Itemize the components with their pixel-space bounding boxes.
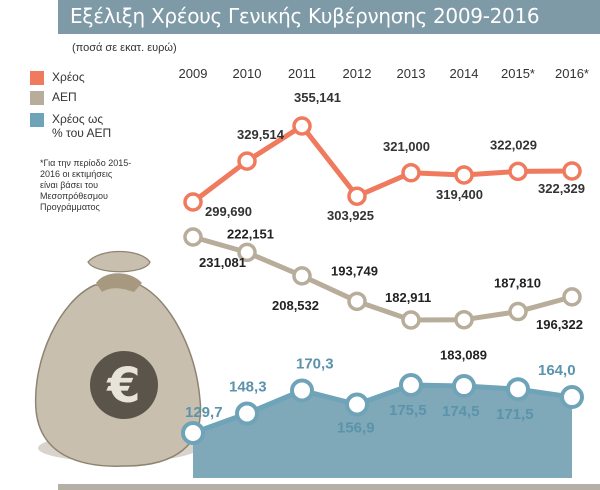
point-gdp [508,301,528,322]
data-label-debt: 303,925 [327,208,374,223]
x-tick-label: 2010 [233,66,262,81]
data-label-gdp: 182,911 [385,290,431,305]
data-label-debt: 321,000 [383,139,430,154]
x-tick-label: 2009 [179,66,208,81]
point-ratio [345,392,369,417]
chart-title: Εξέλιξη Χρέους Γενικής Κυβέρνησης 2009-2… [70,4,540,28]
estimate-footnote: *Για την περίοδο 2015-2016 οι εκτιμήσεις… [40,158,132,212]
data-label-ratio: 148,3 [229,379,267,396]
x-tick-label: 2014 [450,66,479,81]
point-ratio [506,377,530,402]
legend-label-ratio: Χρέος ως % του ΑΕΠ [52,112,112,140]
ratio-area [193,385,572,478]
point-ratio [181,421,205,445]
point-debt [183,192,203,212]
data-label-gdp: 231,081 [199,255,246,270]
point-gdp [562,287,582,307]
legend-item-debt: Χρέος [30,70,116,85]
data-label-ratio: 175,5 [389,402,427,419]
data-label-debt: 355,141 [294,90,341,105]
point-gdp [347,291,367,312]
point-ratio [452,374,476,399]
legend-label-debt: Χρέος [52,70,85,84]
point-ratio [290,378,314,403]
x-tick-label: 2011 [288,66,316,81]
data-label-gdp: 208,532 [272,298,319,313]
title-band: Εξέλιξη Χρέους Γενικής Κυβέρνησης 2009-2… [58,0,600,34]
data-label-ratio: 171,5 [496,406,534,423]
point-ratio [235,401,259,426]
data-label-ratio: 170,3 [296,355,334,372]
money-bag-icon: € [34,251,202,467]
data-label-gdp: 193,749 [331,263,378,278]
x-tick-label: 2015* [501,66,535,81]
data-label-debt: 322,329 [538,181,585,196]
point-ratio [399,373,423,397]
legend-swatch-debt [30,71,44,85]
legend-item-ratio: Χρέος ως % του ΑΕΠ [30,112,116,140]
point-gdp [292,266,312,286]
point-gdp [401,310,421,330]
x-tick-label: 2012 [343,66,372,81]
point-debt [562,161,582,181]
legend-swatch-ratio [30,113,44,127]
point-debt [292,116,312,136]
data-label-ratio: 129,7 [185,404,223,421]
data-label-debt: 299,690 [205,204,252,219]
data-label-ratio: 164,0 [538,362,576,379]
point-gdp [183,227,203,247]
point-gdp [454,309,474,330]
legend-swatch-gdp [30,91,44,105]
data-label-ratio: 174,5 [442,403,480,420]
point-gdp [237,242,257,263]
point-debt [401,163,421,183]
point-debt [237,151,257,171]
x-tick-label: 2013 [397,66,426,81]
data-label-gdp: 183,089 [440,348,487,363]
data-label-debt: 322,029 [490,137,537,152]
point-debt [508,161,528,182]
data-label-ratio: 156,9 [337,419,375,436]
svg-text:€: € [106,358,140,414]
legend-label-gdp: ΑΕΠ [52,90,77,104]
bottom-rule [58,484,600,490]
point-ratio [560,385,584,410]
point-debt [347,186,367,206]
data-label-debt: 319,400 [436,187,483,202]
data-label-gdp: 196,322 [536,317,583,332]
x-tick-label: 2016* [555,66,589,81]
units-note: (ποσά σε εκατ. ευρώ) [72,42,177,54]
data-label-gdp: 187,810 [494,276,541,291]
point-debt [454,165,474,185]
legend-item-gdp: ΑΕΠ [30,90,116,105]
data-label-gdp: 222,151 [227,226,274,241]
data-label-debt: 329,514 [237,127,285,142]
